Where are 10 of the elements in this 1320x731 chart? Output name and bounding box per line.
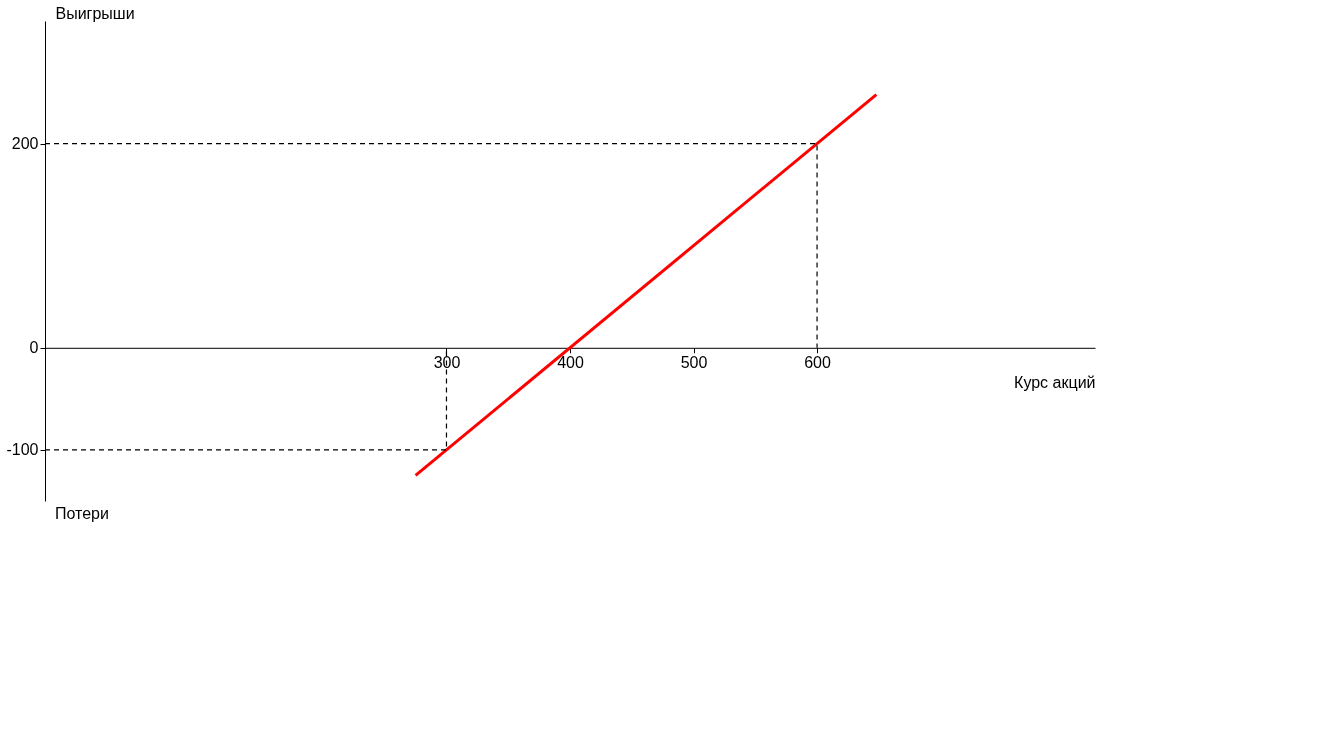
y-tick-label: 200 bbox=[11, 135, 39, 153]
x-tick-label: 500 bbox=[680, 354, 708, 372]
y-axis-title: Выигрыши bbox=[55, 4, 135, 22]
x-tick-label: 300 bbox=[433, 354, 461, 372]
x-axis-title: Курс акций bbox=[1014, 374, 1096, 392]
x-tick-label: 400 bbox=[557, 354, 584, 372]
y-tick-label: -100 bbox=[6, 441, 39, 459]
x-tick-label: 600 bbox=[804, 354, 831, 372]
y-tick-label: 0 bbox=[29, 339, 39, 357]
text: Потери bbox=[55, 505, 109, 522]
